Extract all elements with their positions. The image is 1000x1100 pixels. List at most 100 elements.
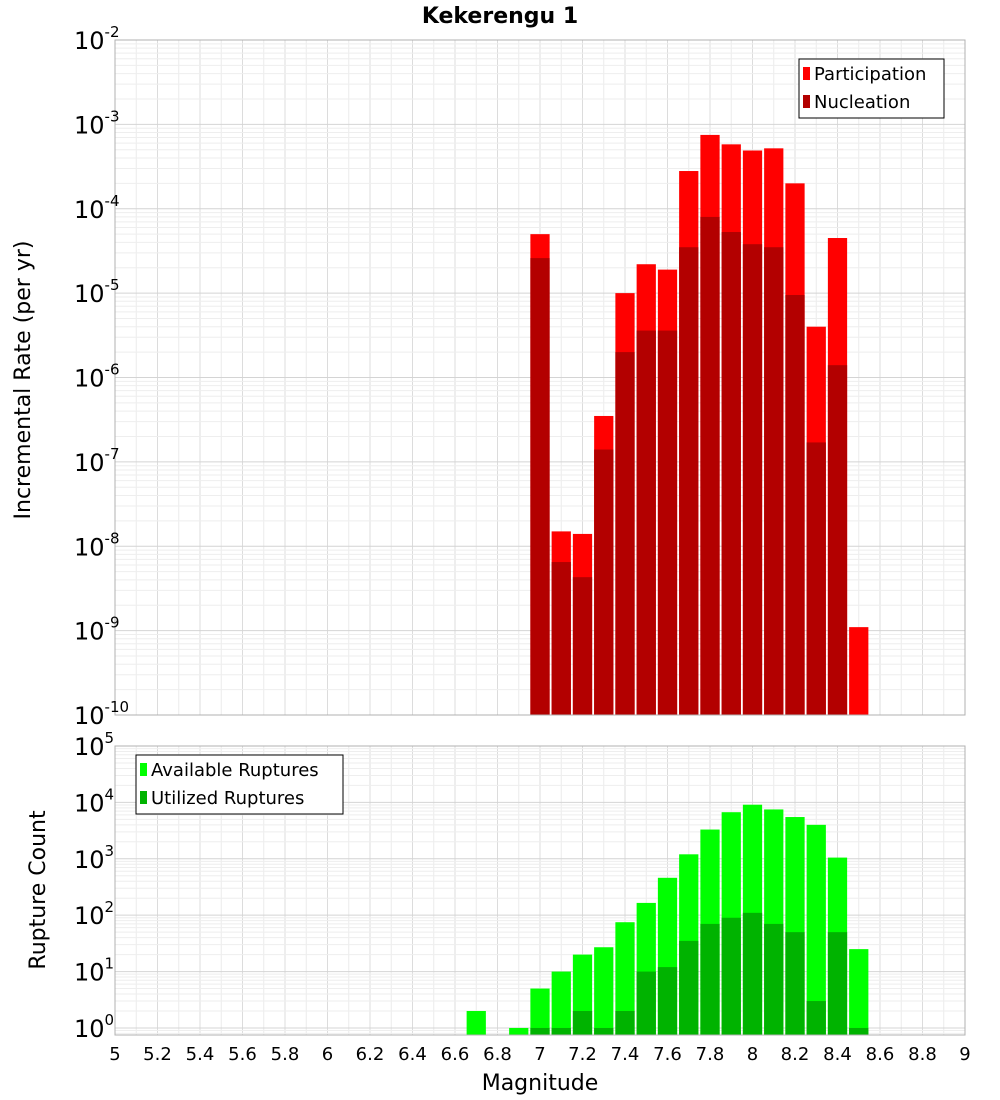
bar-nucleation xyxy=(742,244,763,716)
bar-available-ruptures xyxy=(509,1027,529,1035)
legend-label-participation: Participation xyxy=(814,64,926,85)
bar-utilized-ruptures xyxy=(785,932,805,1035)
legend-swatch-participation xyxy=(803,67,810,80)
bar-participation xyxy=(849,627,869,715)
chart-title: Kekerengu 1 xyxy=(422,4,578,29)
x-tick-label: 6.2 xyxy=(356,1044,385,1065)
bar-nucleation xyxy=(764,247,784,716)
y-tick-label: 10-6 xyxy=(74,361,120,393)
y-tick-label: 10-8 xyxy=(74,529,120,561)
x-tick-label: 8 xyxy=(747,1044,758,1065)
bottom-y-axis-label: Rupture Count xyxy=(26,810,51,970)
y-tick-label: 10-3 xyxy=(74,107,120,139)
bar-nucleation xyxy=(657,330,678,715)
x-tick-label: 5.2 xyxy=(143,1044,172,1065)
y-tick-label: 101 xyxy=(74,955,114,987)
bar-nucleation xyxy=(785,295,805,715)
y-tick-label: 10-10 xyxy=(74,698,129,730)
bar-nucleation xyxy=(594,449,614,715)
bar-available-ruptures xyxy=(615,922,635,1035)
x-tick-label: 7.4 xyxy=(611,1044,640,1065)
bottom-legend: Available Ruptures Utilized Ruptures xyxy=(135,754,344,815)
y-tick-label: 10-9 xyxy=(74,614,120,646)
bottom-y-tick-labels: 100 101 102 103 104 105 xyxy=(74,729,114,1043)
top-plot-frame xyxy=(114,39,966,716)
y-tick-label: 10-5 xyxy=(74,276,120,308)
y-tick-label: 103 xyxy=(74,842,114,874)
bar-available-ruptures xyxy=(551,971,571,1035)
x-tick-label: 6.6 xyxy=(441,1044,470,1065)
bottom-plot: 100 101 102 103 104 105 5 5.2 5.4 5.6 5.8 6 6.2 6.4 6… xyxy=(26,729,971,1096)
y-tick-label: 105 xyxy=(74,729,114,761)
bar-utilized-ruptures xyxy=(827,932,848,1035)
bar-nucleation xyxy=(551,562,571,715)
bar-utilized-ruptures xyxy=(849,1027,869,1035)
legend-label-nucleation: Nucleation xyxy=(814,92,910,113)
bar-available-ruptures xyxy=(466,1010,486,1035)
top-y-tick-labels: 10-10 10-9 10-8 10-7 10-6 10-5 10-4 10-3 10-2 xyxy=(74,23,129,730)
bar-utilized-ruptures xyxy=(806,1001,826,1035)
legend-label-utilized: Utilized Ruptures xyxy=(151,788,304,809)
x-tick-label: 8.2 xyxy=(781,1044,810,1065)
y-tick-label: 102 xyxy=(74,898,114,930)
x-tick-label: 9 xyxy=(959,1044,970,1065)
bar-utilized-ruptures xyxy=(657,967,678,1035)
y-tick-label: 100 xyxy=(74,1011,114,1043)
bar-nucleation xyxy=(679,247,699,716)
bar-nucleation xyxy=(572,577,593,715)
bar-utilized-ruptures xyxy=(742,912,763,1035)
x-tick-label: 5 xyxy=(109,1044,120,1065)
legend-label-available: Available Ruptures xyxy=(151,760,319,781)
x-tick-labels: 5 5.2 5.4 5.6 5.8 6 6.2 6.4 6.6 6.8 7 7.2 7.4 7.6 7.8 8… xyxy=(109,1044,970,1065)
x-axis-label: Magnitude xyxy=(482,1071,599,1096)
top-legend-box xyxy=(798,58,945,119)
x-tick-label: 8.4 xyxy=(823,1044,852,1065)
legend-swatch-utilized xyxy=(140,791,147,804)
top-plot: 10-10 10-9 10-8 10-7 10-6 10-5 10-4 10-3 10-2 In… xyxy=(11,23,966,730)
x-tick-label: 8.6 xyxy=(866,1044,895,1065)
bar-available-ruptures xyxy=(849,949,869,1035)
x-tick-label: 6 xyxy=(322,1044,333,1065)
bar-utilized-ruptures xyxy=(530,1027,550,1035)
top-legend: Participation Nucleation xyxy=(798,58,945,119)
bar-nucleation xyxy=(636,330,656,715)
x-tick-label: 7.8 xyxy=(696,1044,725,1065)
bar-utilized-ruptures xyxy=(700,923,720,1035)
bar-nucleation xyxy=(827,365,848,715)
x-tick-label: 5.8 xyxy=(271,1044,300,1065)
bar-utilized-ruptures xyxy=(636,971,656,1035)
bar-nucleation xyxy=(806,442,826,715)
bar-utilized-ruptures xyxy=(721,917,741,1035)
bottom-bars xyxy=(466,804,869,1035)
legend-swatch-available xyxy=(140,763,147,776)
legend-swatch-nucleation xyxy=(803,95,810,108)
x-tick-label: 7 xyxy=(534,1044,545,1065)
x-tick-label: 7.2 xyxy=(568,1044,597,1065)
bar-nucleation xyxy=(721,232,741,715)
bar-nucleation xyxy=(700,216,720,715)
x-tick-label: 6.8 xyxy=(483,1044,512,1065)
bottom-plot-frame xyxy=(114,745,966,1036)
y-tick-label: 10-4 xyxy=(74,192,120,224)
y-tick-label: 104 xyxy=(74,785,114,817)
x-tick-label: 7.6 xyxy=(653,1044,682,1065)
bottom-legend-box xyxy=(135,754,344,815)
bar-nucleation xyxy=(530,258,550,715)
x-tick-label: 6.4 xyxy=(398,1044,427,1065)
bar-utilized-ruptures xyxy=(551,1027,571,1035)
y-tick-label: 10-7 xyxy=(74,445,120,477)
x-tick-label: 5.6 xyxy=(228,1044,257,1065)
bar-available-ruptures xyxy=(594,947,614,1035)
top-y-axis-label: Incremental Rate (per yr) xyxy=(11,241,36,520)
bar-utilized-ruptures xyxy=(615,1010,635,1035)
bar-available-ruptures xyxy=(530,988,550,1035)
bar-utilized-ruptures xyxy=(594,1027,614,1035)
bar-utilized-ruptures xyxy=(572,1010,593,1035)
bar-utilized-ruptures xyxy=(764,923,784,1035)
y-tick-label: 10-2 xyxy=(74,23,120,55)
x-tick-label: 5.4 xyxy=(186,1044,215,1065)
top-bars xyxy=(530,134,869,716)
bar-nucleation xyxy=(615,352,635,715)
bar-utilized-ruptures xyxy=(679,940,699,1035)
